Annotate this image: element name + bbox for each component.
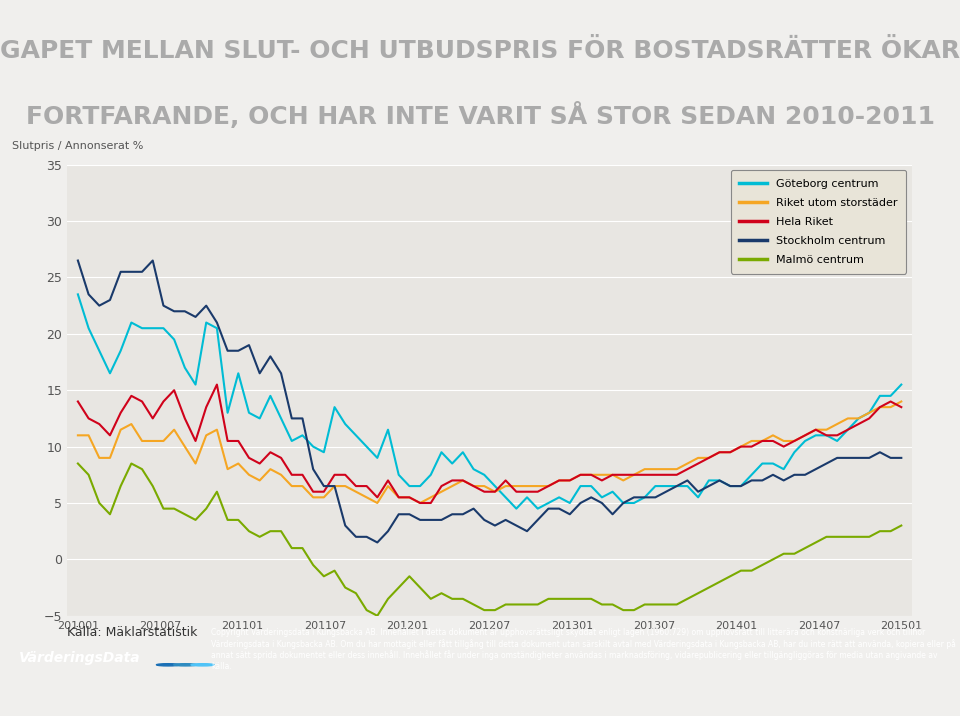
- Circle shape: [156, 664, 180, 666]
- Circle shape: [174, 664, 197, 666]
- Text: Källa: Mäklarstatistik: Källa: Mäklarstatistik: [67, 626, 198, 639]
- Text: GAPET MELLAN SLUT- OCH UTBUDSPRIS FÖR BOSTADSRÄTTER ÖKAR: GAPET MELLAN SLUT- OCH UTBUDSPRIS FÖR BO…: [0, 39, 960, 64]
- Text: VärderingsData: VärderingsData: [19, 651, 141, 665]
- Text: Slutpris / Annonserat %: Slutpris / Annonserat %: [12, 141, 144, 151]
- Legend: Göteborg centrum, Riket utom storstäder, Hela Riket, Stockholm centrum, Malmö ce: Göteborg centrum, Riket utom storstäder,…: [731, 170, 906, 274]
- Circle shape: [191, 664, 214, 666]
- Text: Copyright Värderingsdata i Kungsbacka AB. Innehållet i detta dokument är upphovs: Copyright Värderingsdata i Kungsbacka AB…: [211, 627, 956, 671]
- Text: FORTFARANDE, OCH HAR INTE VARIT SÅ STOR SEDAN 2010-2011: FORTFARANDE, OCH HAR INTE VARIT SÅ STOR …: [26, 102, 934, 130]
